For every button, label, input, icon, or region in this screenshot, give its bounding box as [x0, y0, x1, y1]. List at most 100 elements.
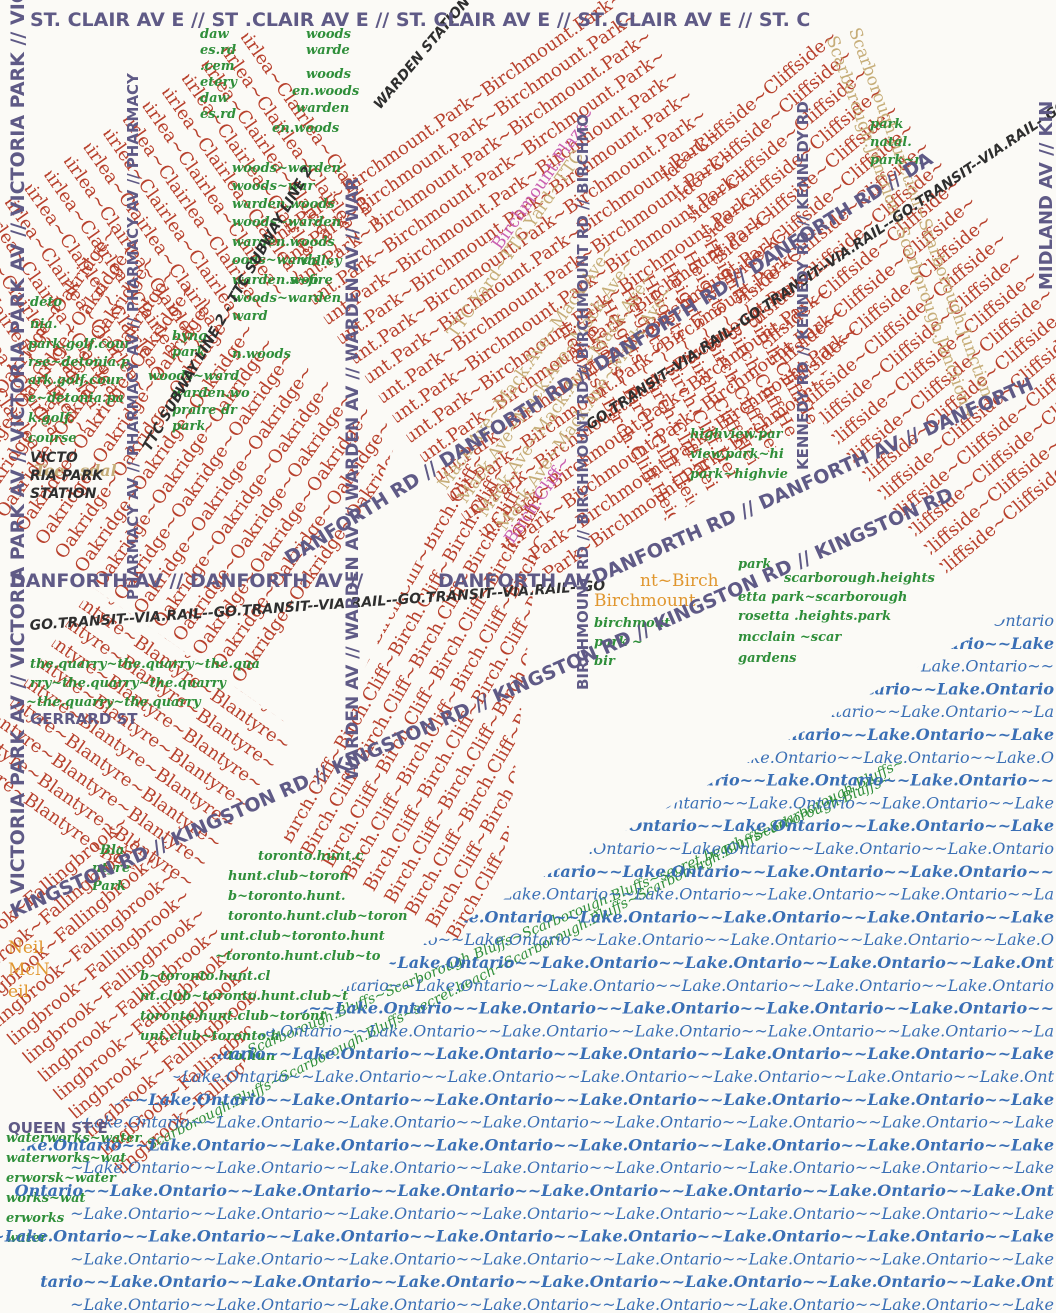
natal-park-text: park natal. park~n	[870, 117, 924, 168]
svg-text:Neil: Neil	[8, 938, 44, 958]
lake-row: ~Lake.Ontario~~Lake.Ontario~~Lake.Ontari…	[0, 1044, 1054, 1063]
lake-row: ~Lake.Ontario	[934, 611, 1054, 630]
warden-av-road-label: WARDEN AV // WARDEN AV // WARDEN AV // W…	[343, 178, 363, 780]
svg-text:es.rd: es.rd	[200, 107, 236, 122]
svg-text:McN: McN	[8, 960, 50, 980]
svg-text:n.woods: n.woods	[232, 347, 292, 362]
lake-row: Ontario~~Lake.Ontario~~Lake.Ontario~~Lak…	[15, 1181, 1055, 1200]
lake-row: ~Lake.Ontario~~Lake.Ontario~~Lake.Ontari…	[70, 1295, 1054, 1313]
svg-text:park~n: park~n	[870, 153, 924, 168]
svg-text:highview.par: highview.par	[690, 427, 784, 442]
svg-text:nt~Birch: nt~Birch	[640, 571, 719, 591]
teesdale-text: Tee sdal	[34, 461, 117, 480]
svg-text:gardens: gardens	[738, 651, 797, 666]
dawes-cemetery-text: daw es.rd .cem etery daw es.rd	[200, 27, 238, 122]
svg-text:Birchmount: Birchmount	[594, 591, 696, 611]
svg-text:woods~war: woods~war	[232, 179, 315, 194]
lake-row: Ontario~~Lake.Ontario~~Lake.Ontario~~Lak…	[93, 1067, 1055, 1086]
svg-text:park ~: park ~	[594, 635, 643, 650]
toronto-hunt-club-text: toronto.hunt.c hunt.club~toron b~toronto…	[140, 849, 407, 1064]
svg-text:deto: deto	[30, 295, 62, 310]
lake-row: tario~~Lake.Ontario~~Lake.Ontario~~Lake.…	[40, 1272, 1054, 1291]
svg-text:unt.club~toronto.h: unt.club~toronto.h	[140, 1029, 280, 1044]
svg-text:.cem: .cem	[200, 59, 234, 74]
svg-text:Tee: Tee	[34, 461, 64, 480]
svg-text:warden.woods: warden.woods	[232, 235, 335, 250]
svg-text:e~detonia.pa: e~detonia.pa	[28, 391, 124, 406]
svg-text:park.golf.cour: park.golf.cour	[28, 337, 132, 352]
svg-text:k.golf.: k.golf.	[28, 411, 74, 426]
svg-text:erworsk~water: erworsk~water	[6, 1171, 117, 1186]
svg-text:to.hun: to.hun	[228, 1049, 275, 1064]
svg-text:warde: warde	[306, 43, 350, 58]
svg-text:~the.quarry~the.quarry: ~the.quarry~the.quarry	[26, 695, 202, 710]
st-clair-av-road-label: ST. CLAIR AV E // ST .CLAIR AV E // ST. …	[30, 9, 810, 31]
svg-text:toronto.hunt.c: toronto.hunt.c	[258, 849, 364, 864]
svg-text:daw: daw	[200, 27, 230, 42]
svg-text:park: park	[870, 117, 903, 132]
svg-text:water: water	[6, 1231, 48, 1246]
svg-text:ward: ward	[232, 309, 268, 324]
svg-text:woods~warden: woods~warden	[232, 291, 341, 306]
svg-text:park~highvie: park~highvie	[690, 467, 788, 482]
birchmount-rd-road-label: BIRCHMOUNT RD // BIRCHMOUNT RD // BIRCHM…	[574, 114, 592, 690]
lake-row: ~Lake.Ontario~~Lake.Ontario~~Lake.Ontari…	[70, 1158, 1054, 1177]
lake-row: ~Lake.Ontario~~Lake.Ontario~~Lake.Ontari…	[89, 1021, 1054, 1040]
svg-text:the.quarry~the.quarry~the.qua: the.quarry~the.quarry~the.qua	[30, 657, 260, 672]
svg-text:mcclain ~scar: mcclain ~scar	[738, 630, 842, 645]
svg-text:waterworks~wat: waterworks~wat	[6, 1151, 126, 1166]
svg-text:etta park~scarborough: etta park~scarborough	[738, 590, 907, 605]
svg-text:works~wat: works~wat	[6, 1191, 86, 1206]
svg-text:byng: byng	[172, 329, 207, 344]
svg-text:toronto.hunt.club~toron: toronto.hunt.club~toron	[228, 909, 407, 924]
svg-text:rse~detonia.p: rse~detonia.p	[28, 355, 130, 370]
svg-text:park: park	[172, 419, 205, 434]
danforth-av-road-label: DANFORTH AV // DANFORTH AV //	[10, 570, 363, 592]
svg-text:Bla: Bla	[99, 843, 124, 858]
lake-row: ~Lake.Ontario~~Lake.Ontario~~Lake.Ontari…	[0, 1090, 1054, 1109]
svg-text:hunt.club~toron: hunt.club~toron	[228, 869, 349, 884]
svg-text:rosetta .heights.park: rosetta .heights.park	[738, 609, 891, 624]
svg-text:woods~warden: woods~warden	[232, 161, 341, 176]
svg-text:etery: etery	[200, 75, 238, 90]
victoria-park-station-label-2: RIA PARK	[30, 468, 104, 484]
svg-text:b~toronto.hunt.cl: b~toronto.hunt.cl	[140, 969, 270, 984]
the-quarry-text: the.quarry~the.quarry~the.qua rry~the.qu…	[26, 657, 260, 710]
kennedy-rd-road-label: KENNEDY RD // KENNEDY RD // KENNEDY RD	[794, 101, 812, 470]
lake-row: ~Lake.Ontario~~Lake.Ontario~~Lake.Ontari…	[70, 1204, 1054, 1223]
birchmount-park-green-text: birchmout park ~ bir	[594, 616, 670, 669]
warden-woods-text: woods warde woods en.woods warden en.woo…	[148, 27, 360, 434]
svg-text:unt.club~toronto.hunt: unt.club~toronto.hunt	[220, 929, 385, 944]
svg-text:daw: daw	[200, 91, 230, 106]
svg-text:scarborough.heights: scarborough.heights	[784, 571, 936, 586]
svg-text:oods~warde: oods~warde	[232, 253, 320, 268]
svg-text:praire dr: praire dr	[172, 403, 238, 418]
lake-row: ~Lake.Ontario~~Lake.Ontario~~Lake.Ontari…	[0, 1135, 1054, 1154]
lake-row: ~Lake.Ontario~~Lake.Ontario~~Lake.Ontari…	[136, 976, 1054, 995]
svg-text:toronto.hunt.club~toront: toronto.hunt.club~toront	[140, 1009, 325, 1024]
svg-text:erworks: erworks	[6, 1211, 65, 1226]
svg-text:woods: woods	[306, 27, 352, 42]
svg-text:park: park	[738, 557, 771, 572]
queen-st-e-road-label: QUEEN ST E	[8, 1119, 108, 1137]
svg-text:~toronto.hunt.club~to: ~toronto.hunt.club~to	[215, 949, 381, 964]
svg-text:woods~warden: woods~warden	[232, 215, 341, 230]
svg-text:es.rd: es.rd	[200, 43, 236, 58]
lake-row: ~Lake.Ontario~~Lake.Ontario~~Lake.Ontari…	[70, 1113, 1054, 1132]
neil-mcneil-text: Neil McN eil	[8, 938, 50, 1002]
svg-text:nt.club~toronto.hunt.club~t: nt.club~toronto.hunt.club~t	[140, 989, 348, 1004]
svg-text:en.woods: en.woods	[292, 84, 360, 99]
svg-text:warden: warden	[296, 101, 349, 116]
highview-park-text: highview.par view.park~hi park~highvie	[690, 427, 788, 482]
valley-fire-text: valley s~fire	[290, 254, 343, 288]
victoria-park-av-road-label: VICTORIA PARK AV // VICTORIA PARK AV // …	[7, 0, 29, 894]
victoria-park-station-label-1: VICTO	[30, 450, 78, 466]
svg-text:ark.golf.cour: ark.golf.cour	[28, 373, 123, 388]
svg-text:waterworks~water: waterworks~water	[6, 1131, 143, 1146]
svg-text:en.woods: en.woods	[272, 121, 340, 136]
lake-row: ~Lake.Ontario~~Lake.Ontario~~Lake.Ontari…	[222, 885, 1054, 904]
svg-text:birchmout: birchmout	[594, 616, 670, 631]
gerrard-st-road-label: GERRARD ST	[30, 710, 138, 728]
